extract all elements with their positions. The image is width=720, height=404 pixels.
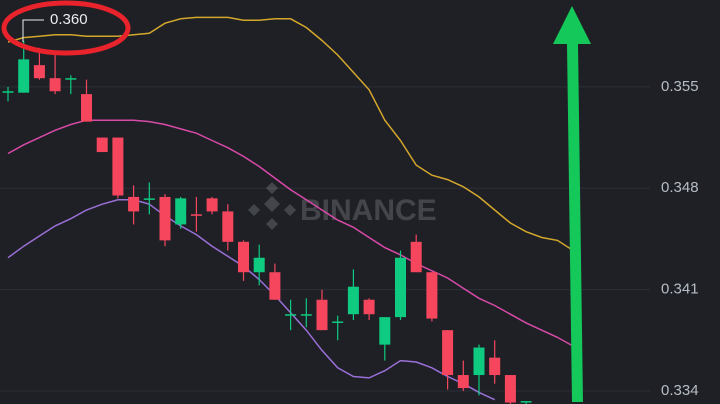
max-marker: 0.360 <box>22 11 88 42</box>
candle-body <box>442 330 454 376</box>
grid <box>0 86 650 392</box>
candle-body <box>379 317 391 345</box>
candle-body <box>206 198 218 212</box>
y-tick-label: 0.341 <box>661 281 699 298</box>
max-label: 0.360 <box>50 11 88 28</box>
candle-body <box>175 198 187 225</box>
y-tick-label: 0.355 <box>661 78 699 95</box>
candle-body <box>410 241 422 273</box>
candle-body <box>285 314 297 316</box>
candle-body <box>143 198 155 200</box>
candle-body <box>332 321 344 323</box>
y-tick-label: 0.348 <box>661 179 699 196</box>
candle-body <box>489 357 501 376</box>
watermark-text: BINANCE <box>300 194 437 227</box>
candle-body <box>395 257 406 318</box>
candle-body <box>33 65 45 79</box>
candle-body <box>363 299 375 315</box>
candle-body <box>18 59 30 93</box>
up-arrow <box>553 6 591 402</box>
candle-body <box>222 211 234 242</box>
candle-body <box>81 94 92 122</box>
candle-body <box>269 272 281 300</box>
watermark-logo <box>248 182 296 230</box>
candle-body <box>112 137 124 196</box>
candle-body <box>159 196 171 241</box>
candle-body <box>347 286 359 315</box>
highlight-circle <box>1 0 131 56</box>
candles <box>2 40 532 404</box>
candle-body <box>504 375 516 403</box>
candle-body <box>65 78 77 80</box>
marker-line <box>22 19 44 42</box>
candle-body <box>96 137 108 153</box>
band-line <box>7 16 574 252</box>
band-line <box>7 119 574 347</box>
candle-body <box>457 375 469 389</box>
y-tick-label: 0.334 <box>661 382 699 399</box>
band-line <box>7 199 496 401</box>
candle-body <box>190 214 202 216</box>
candle-body <box>520 401 532 403</box>
candle-body <box>253 257 265 273</box>
candle-body <box>128 196 140 212</box>
candle-body <box>2 91 14 93</box>
candle-body <box>238 241 249 273</box>
candle-body <box>473 347 485 376</box>
candle-body <box>300 314 312 316</box>
candle-body <box>316 299 328 331</box>
bands <box>7 16 574 401</box>
candle-body <box>49 78 61 92</box>
candle-body <box>426 272 438 319</box>
